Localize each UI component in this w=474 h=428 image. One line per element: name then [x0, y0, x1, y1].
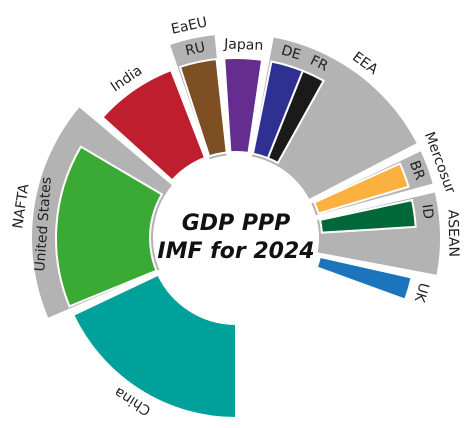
category-label: United States — [32, 176, 55, 272]
category-label: Japan — [223, 36, 264, 54]
plot-area — [30, 32, 442, 420]
bar — [101, 68, 207, 182]
bar — [318, 198, 417, 234]
category-label: DE — [279, 43, 302, 64]
chart-title: IMF for 2024 — [157, 239, 314, 264]
bar — [55, 145, 164, 308]
category-label: ID — [418, 203, 436, 220]
category-label: FR — [307, 53, 330, 75]
bar — [312, 162, 410, 215]
bar — [71, 273, 237, 420]
bar — [223, 57, 264, 155]
category-label: RU — [184, 39, 207, 59]
category-label: UK — [411, 281, 432, 305]
category-label: ASEAN — [444, 209, 461, 257]
category-label: BR — [406, 159, 428, 183]
chart-title: GDP PPP — [182, 211, 290, 236]
bar — [315, 255, 413, 301]
bar — [266, 69, 325, 165]
category-label: NAFTA — [10, 182, 32, 229]
bar — [178, 57, 228, 158]
category-label: EaEU — [170, 14, 209, 37]
